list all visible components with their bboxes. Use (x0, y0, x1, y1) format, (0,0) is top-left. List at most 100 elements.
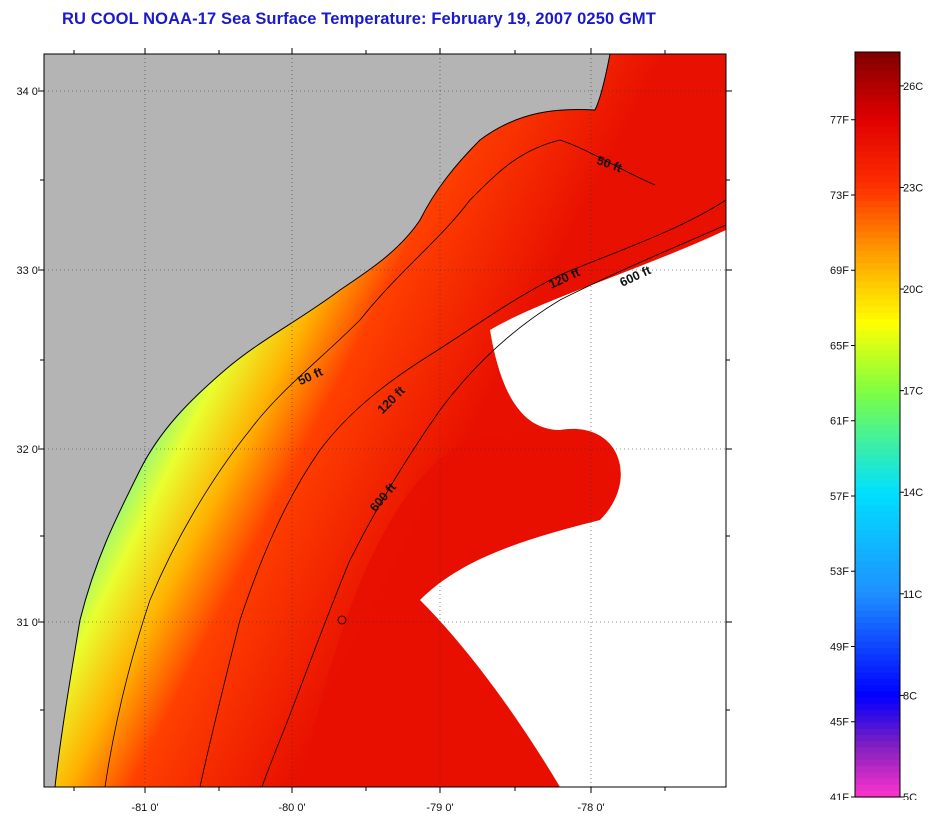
colorbar-swatch (855, 207, 900, 215)
colorbar-swatch (855, 592, 900, 599)
colorbar-swatch (855, 461, 900, 469)
land-area (44, 54, 610, 787)
colorbar-swatch (855, 654, 900, 662)
colorbar-swatch (855, 64, 900, 72)
fahrenheit-tick-label: 41F (830, 792, 849, 800)
lon-tick-label: -81 0' (131, 802, 158, 814)
colorbar-swatch (855, 157, 900, 165)
temperature-colorbar: 26C 23C 20C 17C 14C 11C 8C 5C 77F 73F 69F 65F 61F 57F… (830, 51, 923, 800)
colorbar-swatch (855, 201, 900, 208)
sst-map: -81 0' -80 0' -79 0' -78 0' 34 0' 33 0' 32 0' 3… (16, 48, 732, 814)
colorbar-swatch (855, 294, 900, 301)
colorbar-swatch (855, 604, 900, 612)
colorbar-swatch (855, 194, 900, 202)
colorbar-swatch (855, 672, 900, 680)
colorbar-swatch (855, 455, 900, 463)
colorbar-swatch (855, 722, 900, 730)
colorbar-swatch (855, 58, 900, 66)
colorbar-swatch (855, 356, 900, 364)
colorbar-swatches (855, 52, 900, 798)
colorbar-swatch (855, 52, 900, 59)
colorbar-swatch (855, 263, 900, 270)
colorbar-swatch (855, 107, 900, 115)
colorbar-swatch (855, 318, 900, 326)
colorbar-swatch (855, 412, 900, 419)
colorbar-swatch (855, 660, 900, 668)
colorbar-swatch (855, 598, 900, 606)
coastline (54, 54, 611, 787)
colorbar-swatch (855, 616, 900, 624)
colorbar-swatch (855, 120, 900, 128)
colorbar-swatch (855, 381, 900, 388)
colorbar-swatch (855, 393, 900, 401)
colorbar-swatch (855, 579, 900, 587)
colorbar-swatch (855, 337, 900, 345)
colorbar-swatch (855, 374, 900, 382)
celsius-tick-label: 20C (903, 284, 923, 296)
colorbar-swatch (855, 772, 900, 779)
colorbar-swatch (855, 648, 900, 655)
fahrenheit-tick-label: 61F (830, 416, 849, 428)
map-grid (44, 54, 726, 787)
colorbar-swatch (855, 499, 900, 506)
colorbar-swatch (855, 554, 900, 562)
colorbar-swatch (855, 306, 900, 314)
colorbar-frame (854, 51, 901, 798)
station-marker (337, 615, 347, 625)
fahrenheit-tick-label: 65F (830, 340, 849, 352)
colorbar-swatch (855, 145, 900, 152)
colorbar-swatch (855, 474, 900, 481)
colorbar-labels: 26C 23C 20C 17C 14C 11C 8C 5C 77F 73F 69F 65F 61F 57F… (830, 81, 923, 800)
colorbar-swatch (855, 511, 900, 519)
colorbar-swatch (855, 530, 900, 537)
colorbar-swatch (855, 281, 900, 289)
colorbar-swatch (855, 728, 900, 736)
colorbar-swatch (855, 679, 900, 686)
celsius-tick-label: 26C (903, 81, 923, 93)
colorbar-swatch (855, 132, 900, 140)
colorbar-swatch (855, 424, 900, 432)
celsius-tick-label: 8C (903, 690, 917, 702)
colorbar-swatch (855, 430, 900, 438)
colorbar-swatch (855, 331, 900, 339)
colorbar-swatch (855, 666, 900, 674)
colorbar-swatch (855, 480, 900, 488)
colorbar-swatch (855, 213, 900, 221)
colorbar-swatch (855, 275, 900, 283)
colorbar-swatch (855, 623, 900, 630)
lat-tick-label: 33 0' (16, 265, 40, 277)
fahrenheit-tick-label: 45F (830, 717, 849, 729)
colorbar-swatch (855, 486, 900, 494)
colorbar-swatch (855, 635, 900, 643)
colorbar-swatch (855, 523, 900, 531)
colorbar-swatch (855, 703, 900, 711)
colorbar-swatch (855, 697, 900, 705)
colorbar-swatch (855, 561, 900, 568)
colorbar-swatch (855, 790, 900, 798)
colorbar-swatch (855, 151, 900, 159)
colorbar-swatch (855, 126, 900, 134)
colorbar-swatch (855, 548, 900, 556)
colorbar-swatch (855, 542, 900, 550)
colorbar-swatch (855, 405, 900, 413)
colorbar-swatch (855, 250, 900, 258)
colorbar-swatch (855, 343, 900, 351)
map-ticks: -81 0' -80 0' -79 0' -78 0' 34 0' 33 0' 32 0' 3… (16, 48, 732, 814)
colorbar-swatch (855, 492, 900, 500)
colorbar-swatch (855, 641, 900, 649)
colorbar-swatch (855, 76, 900, 84)
colorbar-swatch (855, 536, 900, 544)
fahrenheit-tick-label: 77F (830, 115, 849, 127)
colorbar-swatch (855, 741, 900, 748)
colorbar-swatch (855, 753, 900, 761)
colorbar-swatch (855, 287, 900, 295)
cloud-cover (420, 230, 726, 787)
fahrenheit-tick-label: 49F (830, 641, 849, 653)
colorbar-swatch (855, 312, 900, 320)
fahrenheit-tick-label: 73F (830, 190, 849, 202)
celsius-tick-label: 11C (903, 589, 922, 601)
colorbar-swatch (855, 219, 900, 227)
colorbar-swatch (855, 567, 900, 575)
contour-50ft (104, 139, 656, 787)
colorbar-swatch (855, 747, 900, 755)
